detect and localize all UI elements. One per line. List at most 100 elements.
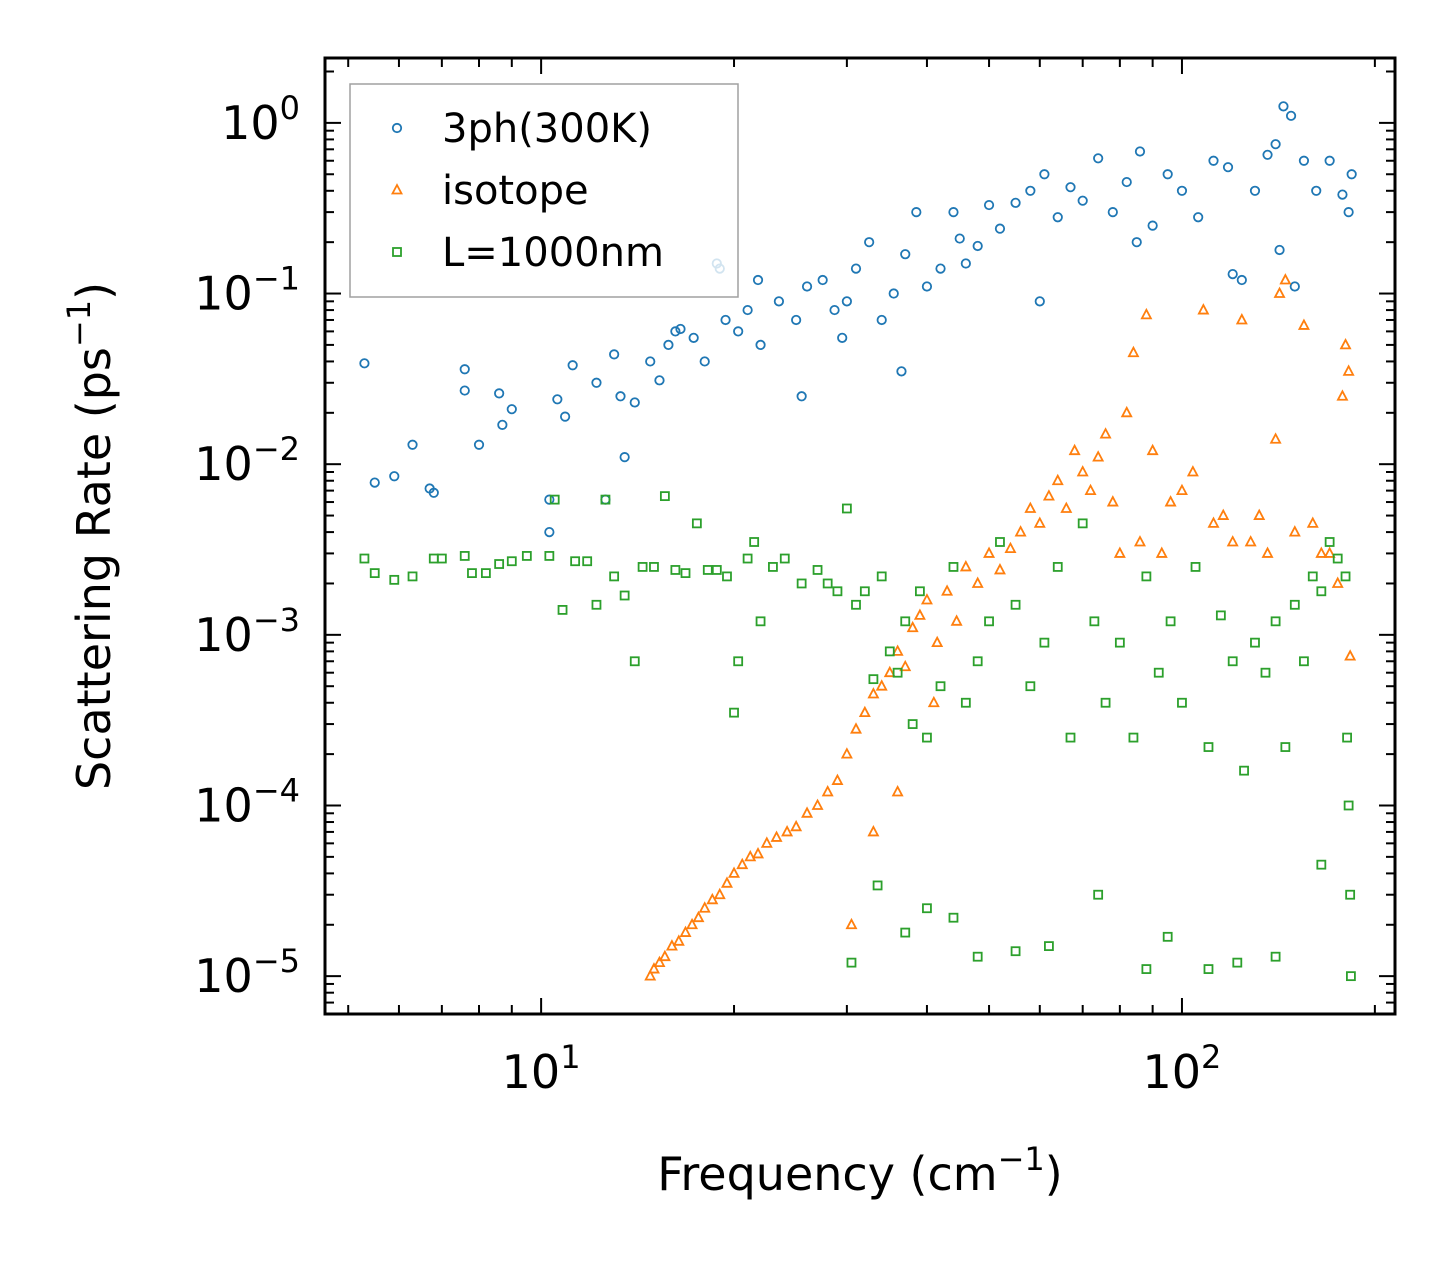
3ph-point [459, 385, 470, 396]
3ph-point [506, 404, 517, 415]
y-axis-title-text: Scattering Rate (ps [67, 347, 121, 790]
3ph-point [1337, 189, 1348, 200]
boundary-point [591, 599, 602, 610]
legend-marker-isotope [391, 183, 403, 195]
3ph-point [1270, 139, 1281, 150]
3ph-point [494, 388, 505, 399]
boundary-point [459, 551, 470, 561]
3ph-point [1324, 155, 1335, 166]
isotope-point [672, 934, 685, 946]
boundary-point [922, 903, 932, 914]
3ph-point [544, 494, 555, 505]
isotope-point [821, 785, 834, 797]
boundary-point [1280, 742, 1291, 752]
3ph-point [1193, 212, 1204, 223]
isotope-point [983, 546, 996, 558]
3ph-point [829, 304, 840, 316]
boundary-point [1153, 667, 1164, 678]
boundary-point [1316, 859, 1327, 870]
3ph-point [1131, 237, 1142, 248]
3ph-point [841, 296, 852, 307]
3ph-point [773, 296, 785, 307]
3ph-point [1010, 197, 1021, 208]
boundary-point [637, 562, 648, 572]
boundary-point [995, 537, 1005, 547]
series-isotope [644, 273, 1357, 981]
boundary-point [1077, 518, 1088, 529]
boundary-point [436, 553, 447, 564]
series-boundary [359, 491, 1356, 982]
boundary-point [619, 590, 630, 601]
boundary-point [779, 553, 790, 564]
boundary-point [900, 927, 911, 938]
isotope-point [1175, 483, 1188, 496]
boundary-point [1345, 889, 1356, 900]
boundary-point [948, 562, 959, 572]
y-tick-label: 10−1 [194, 260, 300, 321]
isotope-point [736, 857, 749, 870]
isotope-point [1113, 546, 1126, 558]
isotope-point [875, 679, 888, 691]
boundary-point [755, 616, 766, 627]
3ph-point [954, 233, 965, 244]
y-tick-label: 10−3 [194, 601, 300, 662]
3ph-point [960, 258, 971, 269]
3ph-point [609, 349, 620, 360]
3ph-point [675, 323, 686, 335]
3ph-point [921, 281, 933, 292]
boundary-point [907, 719, 918, 729]
boundary-point [711, 565, 722, 575]
isotope-point [906, 620, 919, 633]
isotope-point [899, 659, 912, 672]
isotope-point [752, 847, 765, 859]
isotope-point [679, 925, 692, 937]
3ph-point [1222, 162, 1234, 173]
boundary-point [1190, 562, 1201, 572]
isotope-point [653, 955, 666, 968]
3ph-point [629, 397, 640, 408]
isotope-point [790, 819, 803, 832]
3ph-point [742, 304, 753, 316]
isotope-point [1060, 501, 1073, 513]
isotope-point [692, 910, 705, 923]
3ph-point [389, 471, 400, 482]
legend-label-3ph: 3ph(300K) [442, 106, 652, 152]
y-tick-label: 100 [221, 89, 300, 150]
x-axis-title: Frequency (cm−1) [657, 1140, 1062, 1201]
boundary-point [900, 616, 911, 627]
y-tick-label: 10−4 [194, 771, 300, 832]
isotope-point [931, 635, 944, 648]
3ph-point [972, 240, 983, 252]
isotope-point [1217, 508, 1230, 520]
y-axis-title-sup: −1 [60, 300, 98, 347]
boundary-point [691, 518, 702, 529]
3ph-point [1262, 149, 1273, 160]
boundary-point [1270, 616, 1281, 627]
boundary-point [1232, 957, 1243, 968]
3ph-point [428, 487, 439, 498]
boundary-point [1227, 656, 1238, 667]
isotope-point [1106, 495, 1119, 507]
boundary-point [549, 494, 560, 505]
legend-marker-3ph [391, 122, 403, 134]
y-axis-title-end: ) [67, 282, 121, 300]
3ph-point [473, 439, 485, 450]
3ph-point [1289, 281, 1300, 292]
3ph-point [359, 358, 370, 369]
isotope-point [867, 825, 880, 837]
3ph-point [1285, 110, 1297, 121]
isotope-point [1068, 443, 1081, 456]
isotope-point [1155, 546, 1168, 558]
boundary-point [892, 667, 903, 678]
boundary-point [1114, 637, 1125, 648]
isotope-point [831, 773, 844, 785]
3ph-point [497, 419, 508, 430]
isotope-point [959, 560, 972, 572]
legend-box [349, 83, 739, 298]
isotope-point [644, 969, 657, 981]
3ph-point [459, 364, 470, 375]
isotope-point [891, 644, 904, 656]
x-tick-label: 102 [1143, 1038, 1222, 1099]
legend-label-isotope: isotope [442, 168, 589, 214]
boundary-point [680, 568, 691, 579]
